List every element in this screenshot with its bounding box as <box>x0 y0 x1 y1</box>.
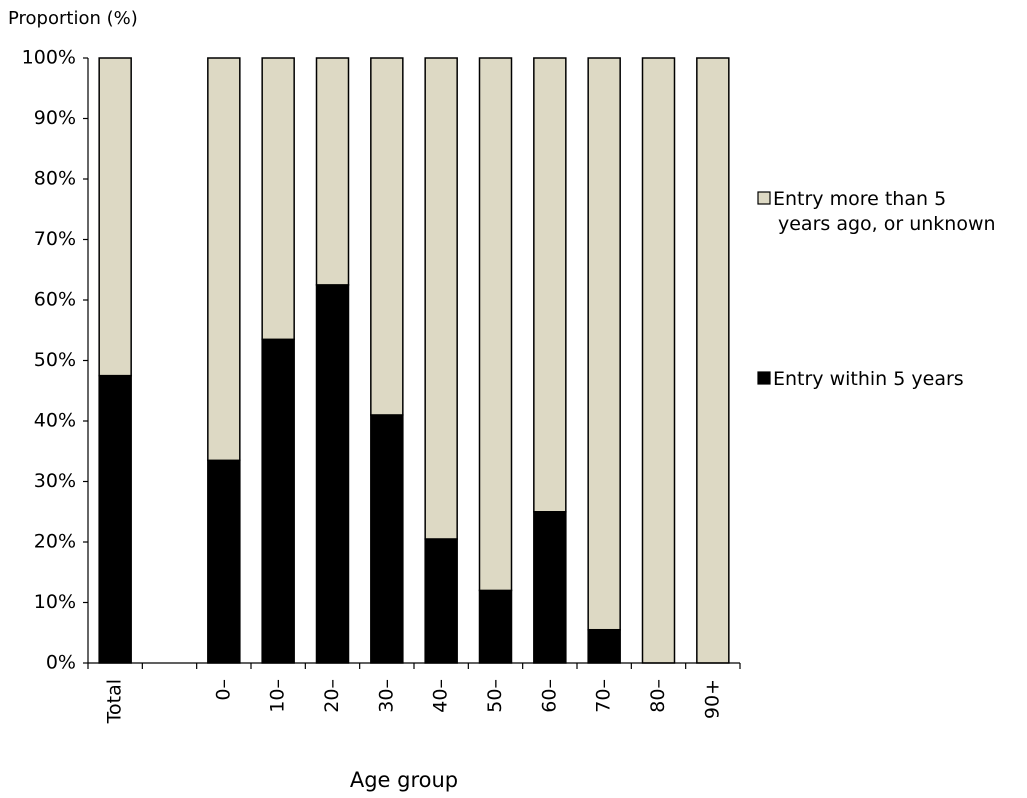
x-axis-title: Age group <box>350 768 458 792</box>
x-tick-label: 70– <box>593 679 615 713</box>
y-tick-label: 0% <box>46 652 76 674</box>
y-tick-label: 70% <box>34 228 76 250</box>
bar-more-than-5-years-3 <box>207 57 241 462</box>
bar-more-than-5-years-8 <box>478 57 513 592</box>
bar-more-than-5-years-5 <box>315 57 350 286</box>
bar-more-than-5-years-12 <box>696 57 730 664</box>
y-tick-label: 60% <box>34 289 76 311</box>
legend: Entry more than 5 years ago, or unknown En… <box>757 188 996 390</box>
x-tick-label: 40– <box>430 679 452 713</box>
x-tick-label: 10– <box>267 679 289 713</box>
plot-area: Total 0– 10– 20– 30– 40– 50– 60– 70– 80– 90+ 0% 10% 2… <box>22 47 741 724</box>
bar-more-than-5-years-4 <box>261 57 295 341</box>
y-axis-title: Proportion (%) <box>8 8 138 29</box>
bar-within-5-years-9 <box>533 511 567 664</box>
y-tick-label: 40% <box>34 410 76 432</box>
legend-label-1: Entry more than 5 <box>773 188 946 210</box>
bar-within-5-years-5 <box>315 284 350 664</box>
y-tick-label: 20% <box>34 531 76 553</box>
y-tick-label: 10% <box>34 591 76 613</box>
x-tick-label: 30– <box>375 679 397 713</box>
y-tick-label: 100% <box>22 47 76 69</box>
y-tick-label: 30% <box>34 470 76 492</box>
bar-within-5-years-10 <box>587 628 621 664</box>
legend-swatch-2 <box>757 371 771 385</box>
bar-within-5-years-8 <box>478 589 513 664</box>
y-tick-label: 80% <box>34 168 76 190</box>
bar-within-5-years-4 <box>261 338 295 664</box>
bar-within-5-years-6 <box>370 414 404 664</box>
bar-within-5-years-7 <box>424 538 458 664</box>
x-tick-label: 20– <box>321 679 343 713</box>
bar-more-than-5-years-10 <box>587 57 621 631</box>
x-tick-label: 50– <box>484 679 506 713</box>
x-tick-label: 0– <box>212 679 234 701</box>
bar-more-than-5-years-9 <box>533 57 567 513</box>
x-tick-label: 90+ <box>701 679 723 719</box>
bar-more-than-5-years-1 <box>98 57 132 377</box>
bar-more-than-5-years-6 <box>370 57 404 416</box>
bar-within-5-years-3 <box>207 459 241 664</box>
y-tick-label: 50% <box>34 349 76 371</box>
legend-swatch-1 <box>757 191 771 205</box>
y-tick-label: 90% <box>34 107 76 129</box>
bar-within-5-years-1 <box>98 374 132 664</box>
legend-label-2: Entry within 5 years <box>773 368 964 390</box>
bar-more-than-5-years-7 <box>424 57 458 540</box>
bar-more-than-5-years-11 <box>641 57 676 664</box>
x-tick-label: 60– <box>538 679 560 713</box>
legend-label-1: years ago, or unknown <box>778 213 996 235</box>
x-tick-label: 80– <box>647 679 669 713</box>
x-tick-label: Total <box>104 679 126 724</box>
